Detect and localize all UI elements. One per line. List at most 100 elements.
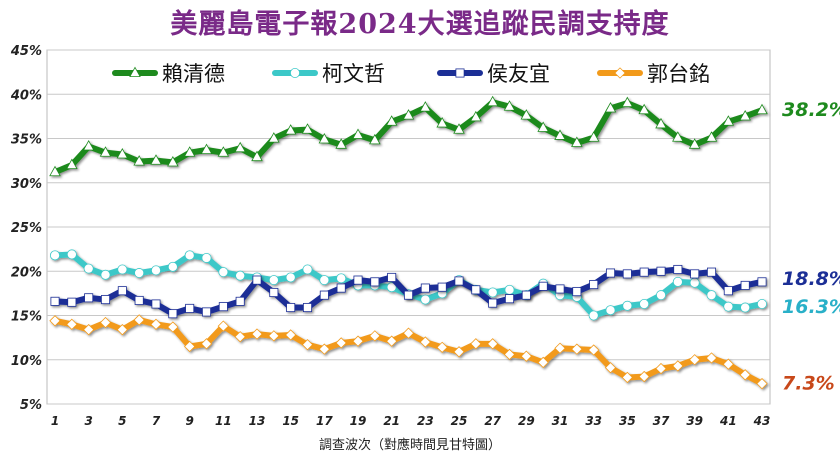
y-tick-label: 10% xyxy=(11,354,42,369)
data-point xyxy=(436,117,448,128)
x-tick-label: 39 xyxy=(686,414,703,428)
data-point xyxy=(50,296,60,306)
data-point xyxy=(488,298,498,308)
data-point xyxy=(688,138,701,149)
x-tick-label: 1 xyxy=(51,414,59,428)
data-point xyxy=(100,269,111,280)
data-point xyxy=(151,299,161,309)
data-point xyxy=(101,295,111,305)
data-point xyxy=(67,297,77,307)
data-point xyxy=(83,263,94,274)
x-tick-label: 7 xyxy=(152,414,161,428)
data-point xyxy=(437,282,447,292)
data-point xyxy=(289,68,300,79)
data-point xyxy=(470,110,482,122)
series-group xyxy=(49,95,768,390)
data-point xyxy=(117,264,128,275)
data-point xyxy=(83,323,95,336)
legend-item: 郭台銘 xyxy=(597,62,710,86)
x-tick-label: 25 xyxy=(451,414,468,428)
data-point xyxy=(689,354,701,366)
x-tick-label: 5 xyxy=(118,414,126,428)
series-1 xyxy=(49,95,768,177)
data-point xyxy=(621,371,633,384)
data-point xyxy=(50,250,61,261)
data-point xyxy=(521,290,531,300)
data-point xyxy=(756,103,768,115)
data-point xyxy=(739,369,751,381)
data-point xyxy=(285,272,296,283)
end-value-label: 16.3% xyxy=(782,296,840,318)
data-point xyxy=(454,276,464,286)
data-point xyxy=(420,294,431,305)
data-point xyxy=(622,300,633,311)
data-point xyxy=(707,267,717,277)
data-point xyxy=(487,338,499,350)
data-point xyxy=(656,290,667,301)
data-point xyxy=(234,141,246,153)
data-point xyxy=(99,146,112,157)
data-point xyxy=(301,123,314,134)
x-tick-label: 11 xyxy=(215,414,232,428)
data-point xyxy=(672,276,683,287)
data-point xyxy=(218,267,229,278)
data-point xyxy=(673,264,683,274)
legend-label: 賴清德 xyxy=(162,62,225,86)
data-point xyxy=(66,318,78,331)
data-point xyxy=(385,115,398,126)
data-point xyxy=(520,350,532,362)
data-point xyxy=(386,335,398,347)
y-tick-label: 5% xyxy=(20,398,42,413)
data-point xyxy=(504,284,515,295)
data-point xyxy=(520,109,533,120)
data-point xyxy=(740,302,751,313)
data-point xyxy=(723,301,734,312)
data-point xyxy=(739,109,751,121)
y-tick-label: 25% xyxy=(11,221,42,236)
data-point xyxy=(234,331,246,343)
data-point xyxy=(352,128,364,139)
data-point xyxy=(117,286,127,296)
x-tick-label: 27 xyxy=(484,414,501,428)
data-point xyxy=(757,298,768,309)
data-point xyxy=(555,284,565,294)
data-point xyxy=(589,280,599,290)
data-point xyxy=(436,341,448,354)
series-4 xyxy=(49,314,768,390)
data-point xyxy=(116,148,129,159)
data-point xyxy=(604,362,617,374)
x-tick-label: 21 xyxy=(383,414,400,428)
data-point xyxy=(302,303,312,313)
y-tick-label: 35% xyxy=(11,133,42,148)
axes: 5%10%15%20%25%30%35%40%45%1 3 5 7 9 11 13 15 17 1… xyxy=(10,44,770,428)
data-point xyxy=(655,117,667,129)
y-tick-label: 20% xyxy=(11,265,42,280)
data-point xyxy=(723,286,733,296)
data-point xyxy=(638,103,650,115)
legend-item: 賴清德 xyxy=(112,62,225,86)
data-point xyxy=(319,275,330,286)
chart-title: 美麗島電子報2024大選追蹤民調支持度 xyxy=(170,9,670,40)
data-point xyxy=(639,298,650,309)
gridlines xyxy=(46,49,771,405)
x-tick-label: 23 xyxy=(417,414,434,428)
data-point xyxy=(722,115,735,126)
data-point xyxy=(638,370,650,383)
data-point xyxy=(455,68,465,78)
data-point xyxy=(705,131,718,142)
data-point xyxy=(537,121,549,132)
data-point xyxy=(335,138,347,149)
data-point xyxy=(588,344,600,356)
data-point xyxy=(370,277,380,287)
data-point xyxy=(66,158,78,170)
data-point xyxy=(200,143,213,155)
x-tick-label: 9 xyxy=(185,414,193,428)
data-point xyxy=(689,277,700,288)
data-point xyxy=(470,338,482,350)
data-point xyxy=(503,348,516,361)
end-value-label: 38.2% xyxy=(782,99,840,121)
data-point xyxy=(537,356,549,369)
data-point xyxy=(82,140,95,151)
data-point xyxy=(200,338,213,350)
